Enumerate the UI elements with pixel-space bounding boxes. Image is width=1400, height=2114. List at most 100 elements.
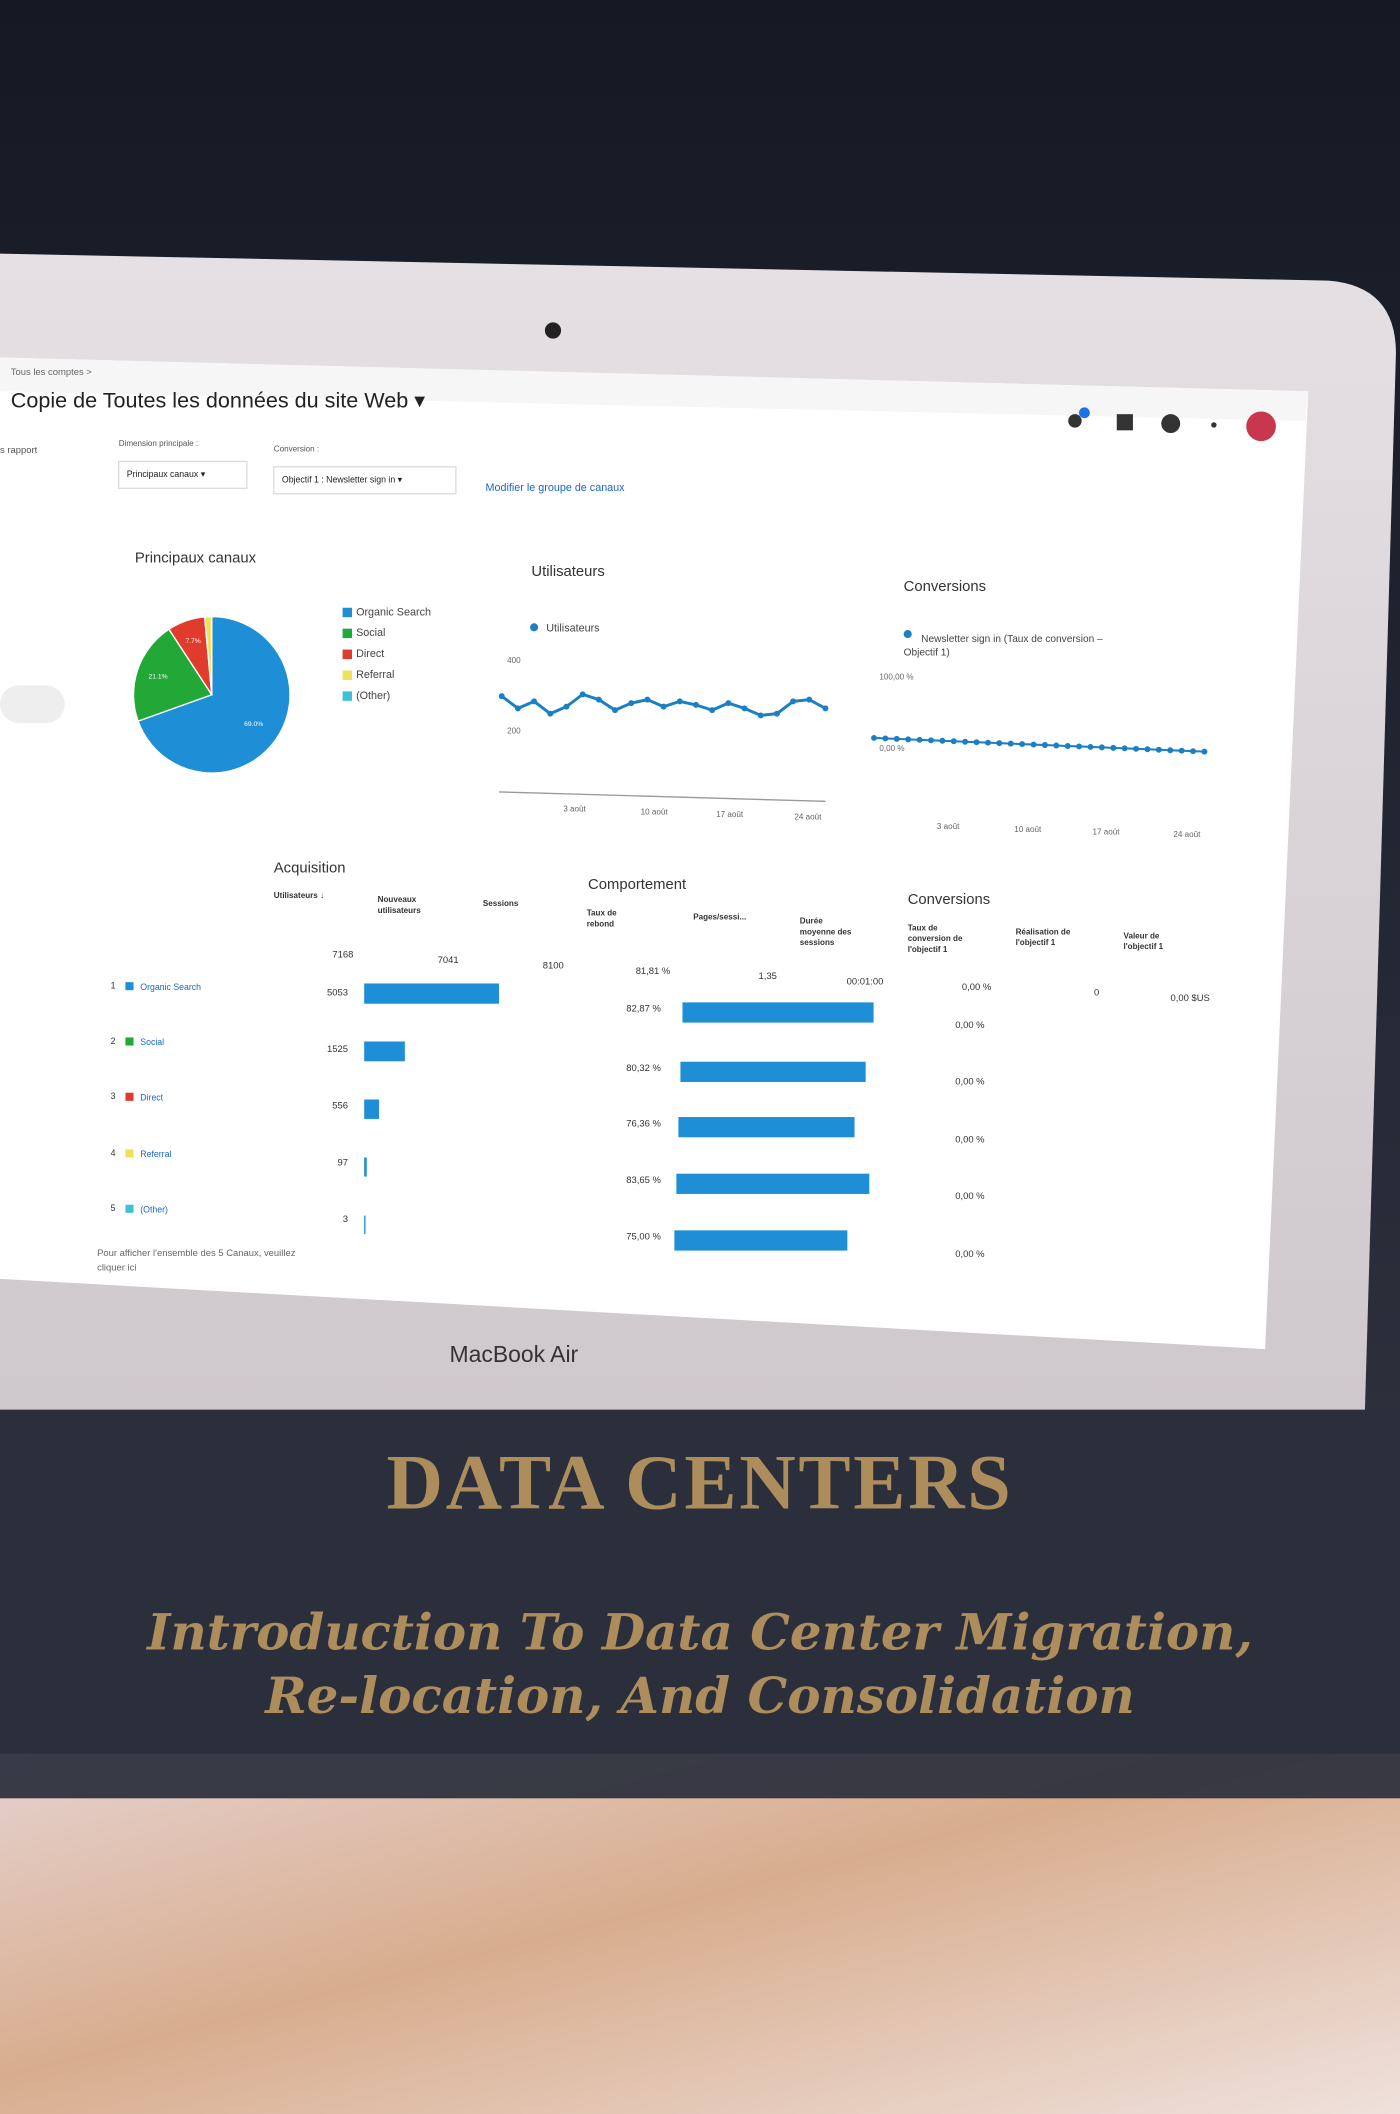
content: Tous les comptes > Copie de Toutes les do… [0, 367, 1253, 1725]
breadcrumb: Tous les comptes > [11, 367, 93, 378]
users-bar [364, 1157, 367, 1177]
bounce-bar [676, 1173, 870, 1194]
users-value: 97 [337, 1157, 347, 1168]
total-value: 0 [1094, 987, 1099, 998]
group-title: Conversions [908, 892, 990, 908]
users-point [498, 693, 505, 700]
users-bar [364, 1099, 380, 1119]
users-point [514, 705, 521, 712]
conversion-select[interactable] [273, 466, 457, 495]
screen-header [0, 357, 1309, 421]
x-tick-label: 10 août [1014, 825, 1042, 834]
column-header: conversion de [908, 934, 963, 943]
row-swatch [125, 1149, 134, 1158]
column-header: Durée [800, 917, 823, 926]
bounce-rate-label: 82,87 % [626, 1004, 661, 1015]
conversions-point [1167, 747, 1174, 754]
chart-title: Principaux canaux [135, 550, 257, 566]
conversions-point [927, 737, 934, 744]
legend-label: Social [356, 627, 385, 639]
group-title: Acquisition [274, 861, 346, 877]
screen [0, 357, 1309, 1350]
edit-link[interactable]: Modifier le groupe de canaux [486, 482, 626, 494]
x-tick-label: 10 août [641, 807, 669, 816]
row-name[interactable]: Referral [140, 1149, 171, 1159]
conversions-point [996, 740, 1003, 747]
legend-label: Direct [356, 648, 384, 660]
slice-label: 7.7% [185, 638, 200, 645]
users-point [612, 707, 618, 714]
column-header: moyenne des [800, 927, 852, 936]
cover-subtitle: Re-location, And Consolidation [263, 1666, 1135, 1725]
bounce-rate-label: 75,00 % [626, 1232, 661, 1243]
row-name[interactable]: (Other) [140, 1204, 168, 1214]
conversions-point [1190, 748, 1197, 755]
x-tick-label: 17 août [716, 810, 744, 819]
conversions-point [1178, 747, 1185, 754]
conversions-point [1019, 741, 1026, 748]
conversions-point [1053, 742, 1060, 749]
row-name[interactable]: Organic Search [140, 982, 201, 992]
users-value: 556 [332, 1101, 348, 1112]
footer-note: Pour afficher l'ensemble des 5 Canaux, v… [97, 1248, 296, 1259]
footer-note: cliquer ici [97, 1263, 136, 1274]
help-icon[interactable] [1161, 414, 1181, 434]
conversions-point [1155, 746, 1162, 753]
conversions-point [1041, 742, 1048, 748]
conversions-point [1201, 748, 1208, 755]
x-tick-label: 24 août [794, 813, 822, 822]
users-point [806, 696, 813, 703]
conversions-point [939, 737, 946, 744]
field-label: Dimension principale : [119, 439, 198, 448]
conversions-point [916, 736, 923, 743]
total-value: 1,35 [759, 971, 777, 982]
total-value: 81,81 % [636, 966, 671, 977]
users-bar [364, 1215, 366, 1235]
badge [1078, 407, 1090, 419]
column-header: rebond [587, 919, 614, 928]
conversions-point [1110, 744, 1117, 751]
chart-title: Conversions [904, 579, 986, 595]
column-header: Taux de [908, 923, 938, 932]
legend-label: Referral [356, 669, 394, 681]
y-tick-label: 0,00 % [879, 744, 904, 753]
users-point [692, 701, 699, 708]
side-link: s rapport [0, 445, 38, 456]
column-header: Réalisation de [1016, 927, 1071, 936]
users-point [563, 703, 570, 710]
x-tick-label: 3 août [937, 822, 960, 831]
slice-label: 21.1% [149, 674, 168, 681]
column-header: Nouveaux [378, 895, 417, 904]
users-point [757, 712, 764, 719]
users-point [741, 705, 748, 712]
bell-icon[interactable] [1068, 414, 1082, 428]
bounce-bar [674, 1230, 848, 1251]
apps-icon[interactable] [1116, 414, 1133, 431]
bounce-bar [678, 1117, 855, 1138]
title-band [0, 1409, 1400, 1799]
bounce-bar [682, 1002, 874, 1023]
users-point [547, 710, 554, 717]
row-name[interactable]: Direct [140, 1092, 163, 1102]
legend-swatch [342, 691, 353, 701]
y-tick-label: 400 [507, 656, 521, 665]
users-point [676, 698, 683, 705]
column-header: l'objectif 1 [908, 945, 948, 954]
row-name[interactable]: Social [140, 1037, 164, 1047]
total-value: 7041 [438, 955, 459, 966]
users-point [709, 707, 716, 714]
row-swatch [125, 1204, 134, 1213]
row-rank: 4 [111, 1148, 116, 1158]
users-point [531, 698, 538, 705]
conversions-point [871, 734, 877, 741]
dimension-select[interactable] [118, 460, 248, 490]
conversions-point [905, 736, 912, 743]
users-value: 1525 [327, 1044, 348, 1055]
y-tick-label: 100,00 % [879, 672, 913, 681]
select-value: Objectif 1 : Newsletter sign in ▾ [282, 475, 403, 485]
group-title: Comportement [588, 877, 687, 893]
avatar[interactable] [1246, 411, 1276, 442]
total-value: 0,00 $US [1170, 993, 1209, 1004]
menu-icon[interactable] [1211, 422, 1217, 428]
